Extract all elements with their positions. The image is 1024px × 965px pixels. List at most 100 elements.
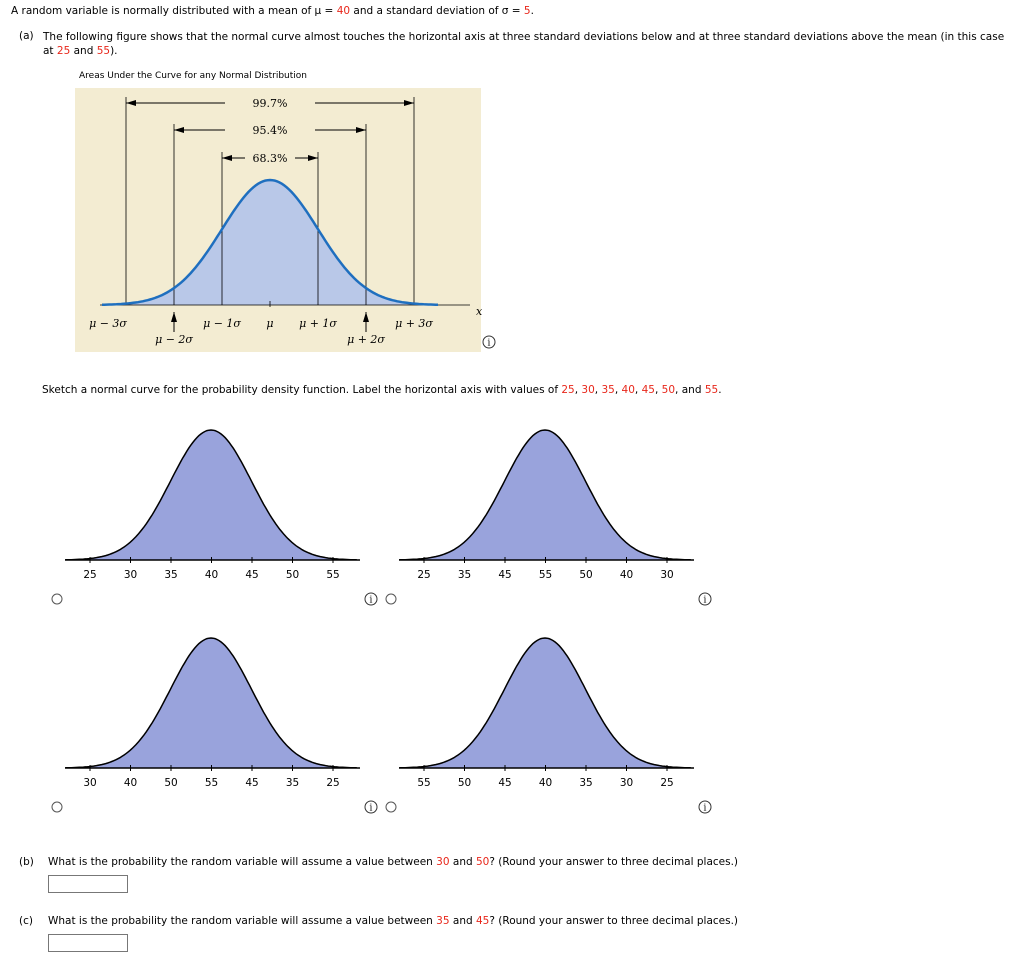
text: . [718, 384, 722, 396]
info-icon-glyph: i [370, 804, 373, 814]
axis-label: 50 [286, 569, 299, 581]
axis-label: 55 [417, 777, 430, 789]
part-c-text: What is the probability the random varia… [48, 915, 738, 927]
curve [399, 429, 691, 561]
axis-label: μ [266, 317, 273, 330]
text: , [594, 384, 602, 396]
value: 25 [56, 45, 71, 57]
text: 50 [661, 384, 676, 396]
axis-label: 55 [205, 777, 218, 789]
curve-fill [399, 638, 691, 768]
text: , [614, 384, 622, 396]
answer-input[interactable] [48, 934, 128, 952]
info-icon[interactable] [482, 335, 496, 349]
info-icon-glyph: i [704, 804, 707, 814]
text: ? (Round your answer to three decimal pl… [489, 856, 739, 868]
info-icon[interactable] [364, 592, 378, 606]
text: and [449, 856, 476, 868]
text: 45 [641, 384, 655, 396]
axis-label: 45 [498, 777, 511, 789]
curve [65, 429, 357, 561]
text: Sketch a normal curve for the probabilit… [42, 384, 562, 396]
axis-label: 35 [286, 777, 299, 789]
curve [102, 178, 438, 306]
span-label: 95.4% [253, 124, 288, 137]
text: and [681, 384, 705, 396]
axis-label: 45 [245, 569, 258, 581]
value: 45 [475, 915, 490, 927]
text: What is the probability the random varia… [48, 856, 437, 868]
axis-label: 45 [245, 777, 258, 789]
value: 30 [436, 856, 450, 868]
axis-name: x [476, 305, 483, 318]
radio-button[interactable] [51, 801, 63, 813]
axis-label: 30 [124, 569, 137, 581]
curve [65, 637, 357, 769]
axis-label: 50 [164, 777, 177, 789]
text: and a standard deviation of σ = [350, 5, 524, 17]
axis-label: 30 [660, 569, 673, 581]
axis-label: 30 [83, 777, 96, 789]
curve [399, 637, 691, 769]
axis-label: 40 [620, 569, 633, 581]
text: 30 [581, 384, 595, 396]
text: ). [110, 45, 118, 57]
area-fill [126, 180, 414, 305]
info-icon-glyph: i [488, 339, 491, 349]
curve-fill [65, 638, 357, 768]
text: , [675, 384, 682, 396]
text: A random variable is normally distribute… [11, 5, 337, 17]
text: 25 [561, 384, 575, 396]
axis-label: 45 [498, 569, 511, 581]
info-icon-glyph: i [370, 596, 373, 606]
intro: A random variable is normally distribute… [11, 5, 534, 17]
span-label: 68.3% [253, 152, 288, 165]
info-icon[interactable] [698, 592, 712, 606]
text: 55 [704, 384, 719, 396]
text: ? (Round your answer to three decimal pl… [489, 915, 739, 927]
text: , [634, 384, 642, 396]
part-label: (c) [19, 915, 33, 927]
part-label: (a) [19, 30, 34, 42]
text: . [530, 5, 534, 17]
text: and [70, 45, 97, 57]
axis-label: 35 [164, 569, 177, 581]
radio-button[interactable] [385, 593, 397, 605]
axis-label: 50 [579, 569, 592, 581]
radio-button[interactable] [51, 593, 63, 605]
part-a-text: The following figure shows that the norm… [43, 30, 1018, 58]
axis-label: 35 [458, 569, 471, 581]
axis-label: 25 [417, 569, 430, 581]
text: , [654, 384, 662, 396]
mean: 40 [336, 5, 351, 17]
radio-button[interactable] [385, 801, 397, 813]
axis-label: 35 [579, 777, 592, 789]
span-label: 99.7% [253, 97, 288, 110]
axis-label: 25 [326, 777, 339, 789]
text: , [574, 384, 582, 396]
answer-input[interactable] [48, 875, 128, 893]
value: 55 [96, 45, 111, 57]
part-label: (b) [19, 856, 34, 868]
text: The following figure shows that the norm… [43, 31, 1005, 57]
sketch-text: Sketch a normal curve for the probabilit… [42, 384, 722, 396]
value: 35 [436, 915, 450, 927]
axis-label: μ + 2σ [347, 333, 385, 346]
curve-fill [399, 430, 691, 560]
text: 35 [601, 384, 615, 396]
axis-label: 55 [539, 569, 552, 581]
text: What is the probability the random varia… [48, 915, 437, 927]
info-icon[interactable] [364, 800, 378, 814]
value: 50 [475, 856, 490, 868]
part-b-text: What is the probability the random varia… [48, 856, 738, 868]
axis-label: 40 [539, 777, 552, 789]
axis-label: 40 [124, 777, 137, 789]
info-icon[interactable] [698, 800, 712, 814]
axis-label: 50 [458, 777, 471, 789]
axis-label: 25 [83, 569, 96, 581]
axis-label: μ − 2σ [155, 333, 193, 346]
text: and [449, 915, 476, 927]
figure-title: Areas Under the Curve for any Normal Dis… [79, 71, 307, 81]
axis-label: 30 [620, 777, 633, 789]
axis-label: μ + 1σ [299, 317, 337, 330]
